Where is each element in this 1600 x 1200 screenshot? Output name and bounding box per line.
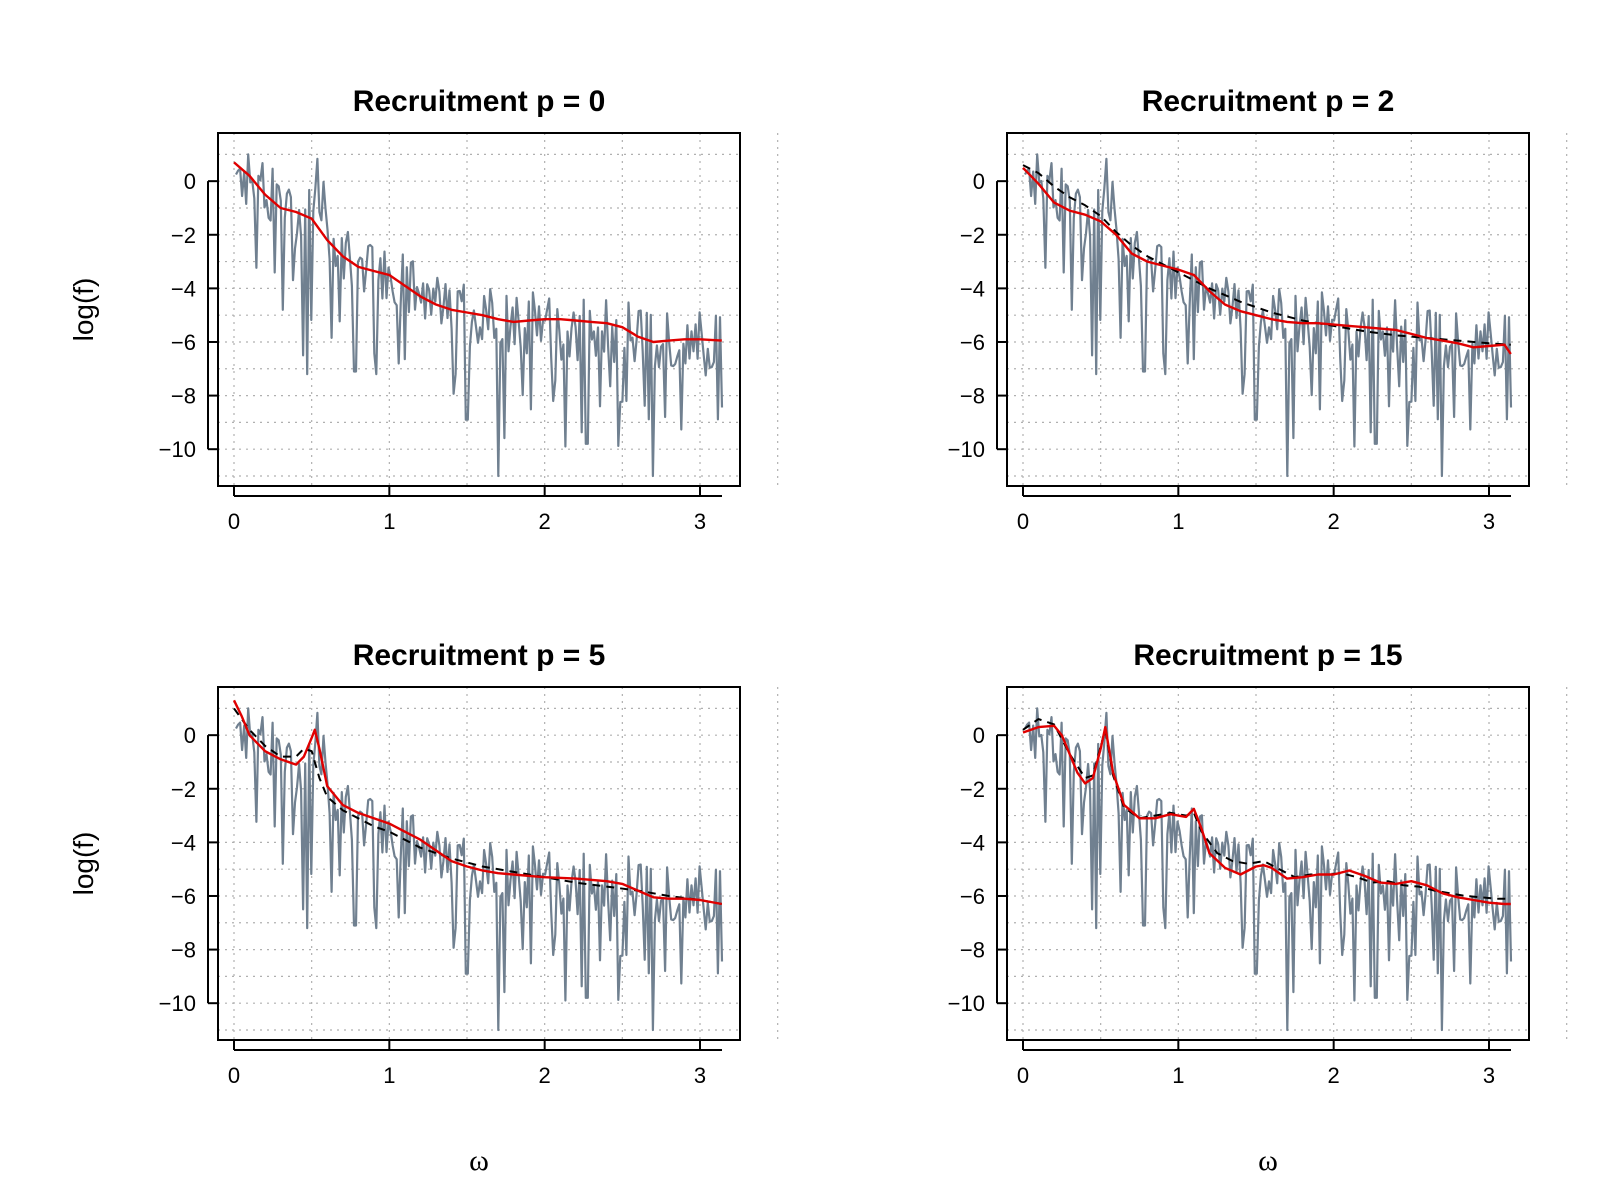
y-tick-label: 0 [973, 169, 985, 194]
plot-frame [217, 132, 741, 487]
y-tick-label: −2 [171, 223, 196, 248]
x-axis-label: ω [469, 1144, 489, 1177]
x-tick-label: 2 [539, 1063, 551, 1088]
chart-title: Recruitment p = 0 [353, 85, 606, 118]
panel-2: 0 1 2 3 0 −2 −4 −6 −8 −10 Recruitment p = 5 log(f) ω [68, 639, 779, 1177]
series-line-1 [233, 161, 722, 344]
series-line-0 [235, 153, 724, 478]
x-tick-label: 0 [228, 509, 240, 534]
plot-frame [1006, 132, 1530, 487]
x-axis-label: ω [1258, 1144, 1278, 1177]
x-tick-label: 2 [539, 509, 551, 534]
y-tick-label: −6 [171, 330, 196, 355]
x-tick-label: 2 [1328, 509, 1340, 534]
series-line-0 [1024, 707, 1513, 1032]
plot-frame [217, 686, 741, 1041]
y-axis-label: log(f) [68, 278, 99, 342]
x-tick-label: 1 [1172, 1063, 1184, 1088]
y-tick-label: −10 [159, 991, 196, 1016]
y-tick-label: −8 [171, 938, 196, 963]
y-tick-label: −6 [960, 884, 985, 909]
y-tick-label: −8 [960, 384, 985, 409]
x-tick-label: 3 [1483, 509, 1495, 534]
y-tick-label: 0 [184, 723, 196, 748]
x-tick-label: 2 [1328, 1063, 1340, 1088]
chart-title: Recruitment p = 15 [1133, 639, 1402, 672]
series-line-0 [235, 707, 724, 1032]
y-tick-label: −6 [960, 330, 985, 355]
y-tick-label: −8 [171, 384, 196, 409]
x-tick-label: 0 [228, 1063, 240, 1088]
x-tick-label: 1 [383, 509, 395, 534]
series-line-2 [232, 699, 723, 906]
series-line-1 [233, 707, 722, 905]
y-tick-label: 0 [973, 723, 985, 748]
x-tick-label: 3 [1483, 1063, 1495, 1088]
series-line-0 [1024, 153, 1513, 478]
y-axis-label: log(f) [68, 832, 99, 896]
y-tick-label: −2 [960, 223, 985, 248]
y-tick-label: 0 [184, 169, 196, 194]
y-tick-label: −6 [171, 884, 196, 909]
panel-0: 0 1 2 3 0 −2 −4 −6 −8 −10 Recruitment p = 0 log(f) [68, 85, 779, 534]
x-tick-label: 3 [694, 509, 706, 534]
x-tick-label: 0 [1017, 1063, 1029, 1088]
x-tick-label: 1 [383, 1063, 395, 1088]
series-line-2 [1022, 724, 1511, 906]
panel-1: 0 1 2 3 0 −2 −4 −6 −8 −10 Recruitment p = 2 [948, 85, 1568, 534]
plot-frame [1006, 686, 1530, 1041]
y-tick-label: −4 [171, 276, 196, 301]
x-tick-label: 0 [1017, 509, 1029, 534]
y-tick-label: −2 [960, 777, 985, 802]
y-tick-label: −10 [159, 437, 196, 462]
y-tick-label: −10 [948, 991, 985, 1016]
y-tick-label: −10 [948, 437, 985, 462]
x-tick-label: 1 [1172, 509, 1184, 534]
y-tick-label: −4 [171, 830, 196, 855]
x-tick-label: 3 [694, 1063, 706, 1088]
y-tick-label: −8 [960, 938, 985, 963]
chart-title: Recruitment p = 2 [1142, 85, 1395, 118]
y-tick-label: −4 [960, 276, 985, 301]
y-tick-label: −2 [171, 777, 196, 802]
series-line-2 [1022, 166, 1512, 355]
y-tick-label: −4 [960, 830, 985, 855]
panel-3: 0 1 2 3 0 −2 −4 −6 −8 −10 Recruitment p = 15 ω [948, 639, 1568, 1177]
chart-title: Recruitment p = 5 [353, 639, 606, 672]
